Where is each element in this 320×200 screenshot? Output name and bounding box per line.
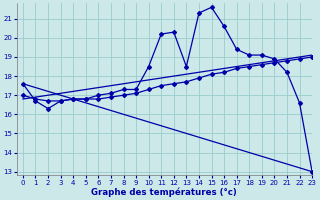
X-axis label: Graphe des températures (°c): Graphe des températures (°c) (92, 187, 237, 197)
